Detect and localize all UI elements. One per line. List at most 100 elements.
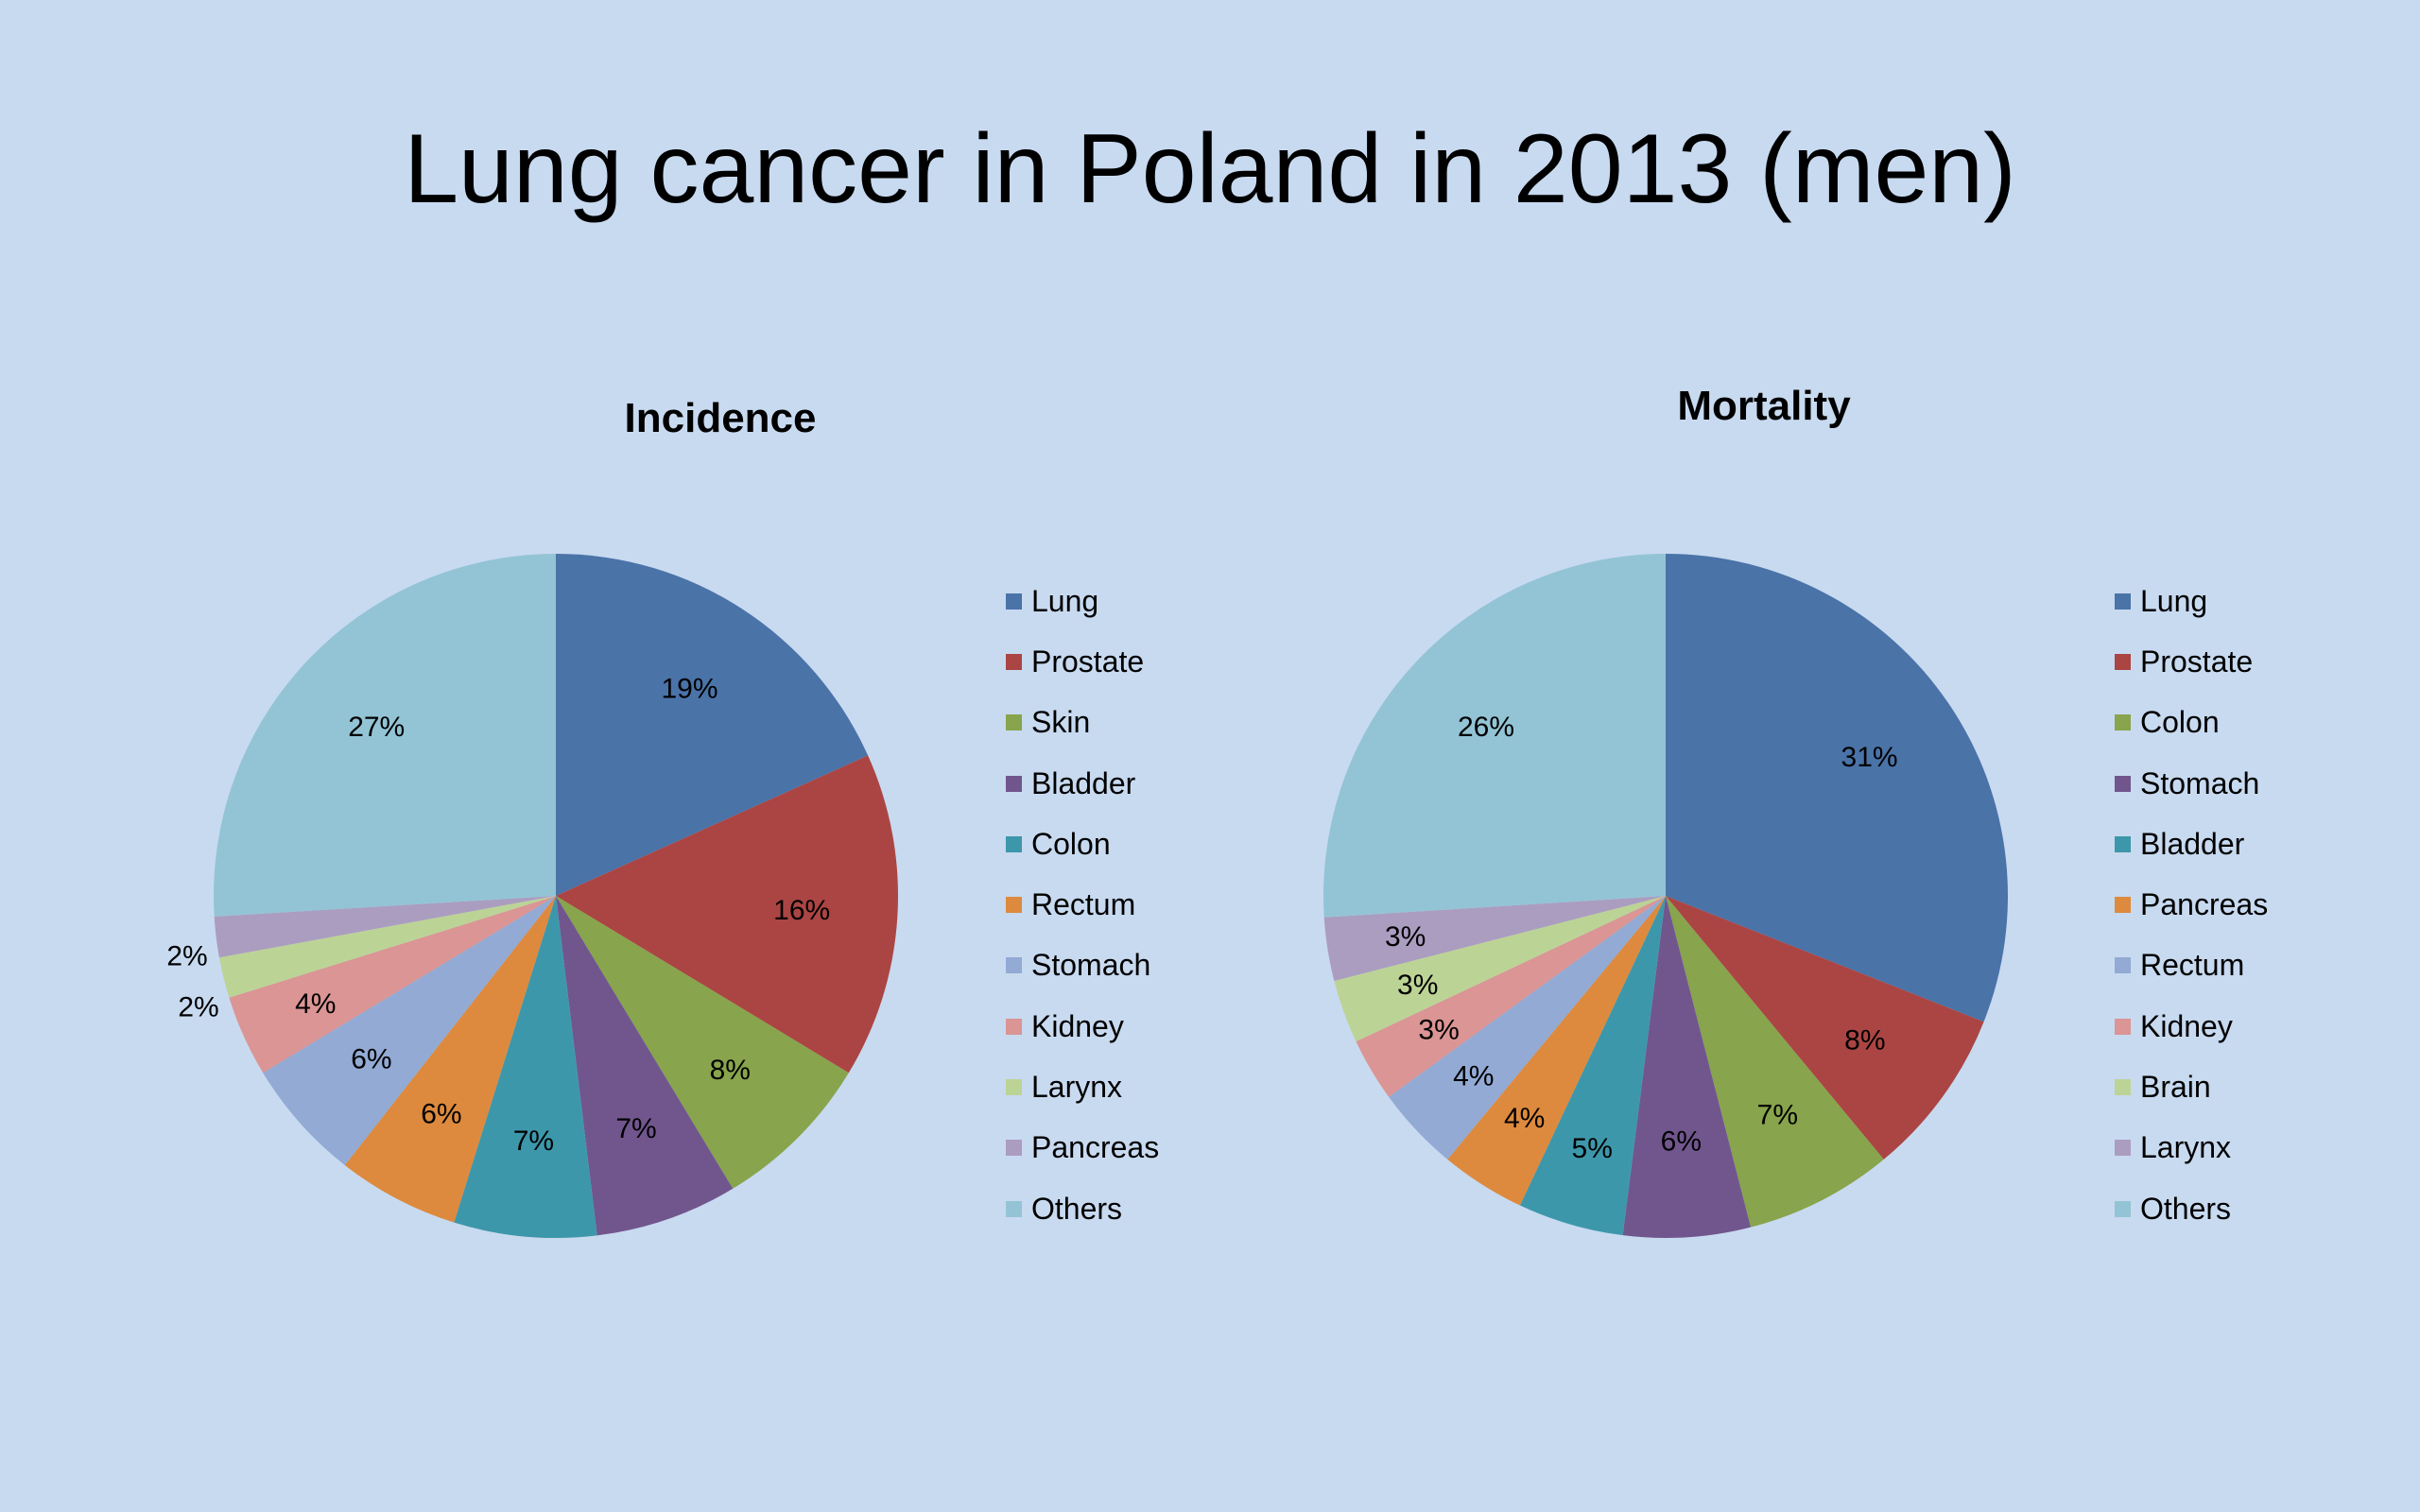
legend-swatch	[2115, 835, 2131, 852]
mortality-slice-kidney	[1356, 896, 1666, 1097]
legend-label: Prostate	[1031, 644, 1145, 679]
incidence-data-label-rectum: 6%	[421, 1098, 461, 1129]
incidence-slice-colon	[454, 896, 597, 1238]
legend-swatch	[2115, 1200, 2131, 1217]
mortality-data-label-others: 26%	[1458, 712, 1514, 743]
legend-label: Kidney	[1031, 1008, 1124, 1043]
legend-label: Colon	[2140, 705, 2220, 740]
incidence-data-label-lung: 19%	[661, 674, 717, 705]
incidence-pie: 19% 16% 8% 7% 7% 6% 6% 4% 2% 2% 27%	[166, 554, 898, 1238]
incidence-slice-rectum	[344, 896, 556, 1223]
mortality-slice-rectum	[1389, 896, 1666, 1160]
incidence-slice-others	[214, 554, 556, 917]
legend-swatch	[2115, 1079, 2131, 1096]
legend-label: Others	[2140, 1191, 2232, 1226]
mortality-legend: Lung Prostate Colon Stomach Bladder Pancreas R…	[2115, 571, 2268, 1239]
incidence-slice-larynx	[218, 896, 556, 998]
incidence-data-label-pancreas: 2%	[178, 992, 218, 1023]
mortality-slice-colon	[1666, 896, 1884, 1228]
incidence-data-label-skin: 8%	[710, 1055, 751, 1086]
incidence-slice-stomach	[263, 896, 556, 1165]
legend-swatch	[2115, 1018, 2131, 1035]
incidence-data-label-colon: 7%	[513, 1125, 554, 1157]
legend-swatch	[2115, 593, 2131, 610]
mortality-legend-item-stomach: Stomach	[2115, 753, 2268, 814]
legend-swatch	[2115, 897, 2131, 914]
legend-label: Lung	[1031, 583, 1099, 618]
legend-label: Kidney	[2140, 1008, 2233, 1043]
incidence-slice-lung	[556, 554, 869, 896]
legend-swatch	[2115, 714, 2131, 731]
incidence-legend: Lung Prostate Skin Bladder Colon Rectum Stomac…	[1006, 571, 1159, 1239]
mortality-data-label-kidney: 3%	[1418, 1014, 1459, 1045]
incidence-legend-item-stomach: Stomach	[1006, 936, 1159, 996]
mortality-legend-item-others: Others	[2115, 1178, 2268, 1239]
mortality-legend-item-lung: Lung	[2115, 571, 2268, 631]
mortality-slice-stomach	[1622, 896, 1752, 1238]
legend-label: Brain	[2140, 1070, 2211, 1105]
legend-label: Stomach	[1031, 948, 1151, 983]
legend-label: Bladder	[1031, 765, 1136, 800]
legend-swatch	[2115, 957, 2131, 974]
legend-label: Larynx	[2140, 1130, 2232, 1165]
mortality-data-label-rectum: 4%	[1453, 1060, 1494, 1091]
incidence-legend-item-skin: Skin	[1006, 693, 1159, 753]
mortality-slice-others	[1323, 554, 1666, 918]
mortality-legend-item-prostate: Prostate	[2115, 631, 2268, 692]
mortality-legend-item-pancreas: Pancreas	[2115, 874, 2268, 935]
legend-swatch	[1006, 1140, 1022, 1157]
incidence-legend-item-larynx: Larynx	[1006, 1057, 1159, 1117]
mortality-slice-brain	[1334, 896, 1666, 1042]
incidence-legend-item-kidney: Kidney	[1006, 996, 1159, 1057]
mortality-slice-lung	[1666, 554, 2008, 1022]
incidence-data-label-stomach: 6%	[351, 1043, 391, 1074]
incidence-slice-kidney	[229, 896, 556, 1074]
legend-swatch	[2115, 1140, 2131, 1157]
mortality-data-label-prostate: 8%	[1844, 1025, 1885, 1057]
legend-swatch	[1006, 1018, 1022, 1035]
legend-swatch	[1006, 835, 1022, 852]
legend-swatch	[1006, 653, 1022, 670]
mortality-legend-item-kidney: Kidney	[2115, 996, 2268, 1057]
incidence-legend-item-rectum: Rectum	[1006, 874, 1159, 935]
mortality-legend-item-brain: Brain	[2115, 1057, 2268, 1117]
incidence-legend-item-lung: Lung	[1006, 571, 1159, 631]
mortality-slice-pancreas	[1447, 896, 1666, 1206]
incidence-data-label-larynx: 2%	[166, 941, 207, 972]
legend-swatch	[2115, 653, 2131, 670]
mortality-slice-bladder	[1519, 896, 1666, 1236]
incidence-slice-prostate	[556, 755, 898, 1074]
legend-label: Rectum	[1031, 887, 1136, 922]
legend-label: Colon	[1031, 826, 1111, 861]
legend-swatch	[1006, 1079, 1022, 1096]
legend-label: Pancreas	[1031, 1130, 1160, 1165]
incidence-legend-item-colon: Colon	[1006, 814, 1159, 874]
incidence-data-label-bladder: 7%	[615, 1113, 656, 1144]
incidence-slice-pancreas	[214, 896, 556, 958]
legend-label: Stomach	[2140, 765, 2260, 800]
slide-title: Lung cancer in Poland in 2013 (men)	[404, 114, 2016, 224]
legend-label: Skin	[1031, 705, 1091, 740]
legend-swatch	[1006, 1200, 1022, 1217]
incidence-chart-title: Incidence	[624, 395, 817, 441]
legend-swatch	[1006, 593, 1022, 610]
incidence-legend-item-prostate: Prostate	[1006, 631, 1159, 692]
mortality-chart-title: Mortality	[1677, 383, 1851, 429]
legend-swatch	[2115, 775, 2131, 792]
mortality-data-label-stomach: 6%	[1661, 1126, 1702, 1158]
legend-label: Rectum	[2140, 948, 2245, 983]
incidence-legend-item-others: Others	[1006, 1178, 1159, 1239]
legend-swatch	[1006, 775, 1022, 792]
mortality-data-label-bladder: 5%	[1572, 1133, 1613, 1164]
legend-label: Others	[1031, 1191, 1123, 1226]
incidence-data-label-others: 27%	[348, 712, 405, 743]
legend-swatch	[1006, 957, 1022, 974]
mortality-pie: 31% 8% 7% 6% 5% 4% 4% 3% 3% 3% 26%	[1323, 554, 2008, 1238]
legend-label: Bladder	[2140, 826, 2245, 861]
mortality-data-label-larynx: 3%	[1385, 921, 1426, 953]
mortality-data-label-brain: 3%	[1397, 970, 1438, 1001]
mortality-slice-prostate	[1666, 896, 1984, 1160]
mortality-data-label-colon: 7%	[1757, 1100, 1798, 1131]
